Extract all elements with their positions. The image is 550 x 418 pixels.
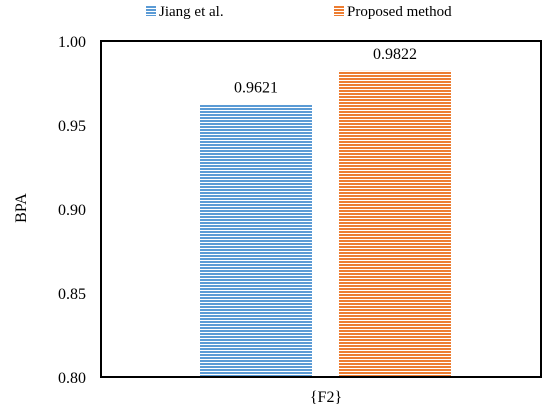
legend-label-proposed: Proposed method: [347, 4, 452, 20]
plot-frame: [100, 40, 542, 378]
y-axis-title: BPA: [13, 193, 30, 223]
y-tick-label: 0.80: [58, 370, 86, 387]
legend-label-jiang: Jiang et al.: [159, 4, 224, 20]
legend-swatch-jiang: [146, 6, 156, 16]
data-labels: 0.9621 0.9822: [234, 46, 417, 97]
y-tick-label: 1.00: [58, 34, 86, 51]
legend-item-jiang: Jiang et al.: [146, 4, 224, 20]
x-tick-label-f2: {F2}: [310, 389, 342, 406]
data-label-jiang: 0.9621: [234, 80, 278, 97]
bar-jiang: [200, 104, 312, 377]
y-tick-label: 0.90: [58, 202, 86, 219]
legend: Jiang et al. Proposed method: [146, 4, 452, 20]
legend-item-proposed: Proposed method: [334, 4, 452, 20]
y-tick-label: 0.85: [58, 286, 86, 303]
data-label-proposed: 0.9822: [373, 46, 417, 63]
y-axis-ticks: 0.80 0.85 0.90 0.95 1.00: [58, 34, 86, 387]
bar-proposed: [339, 70, 451, 378]
bars: [200, 70, 451, 378]
legend-swatch-proposed: [334, 6, 344, 16]
y-tick-label: 0.95: [58, 118, 86, 135]
